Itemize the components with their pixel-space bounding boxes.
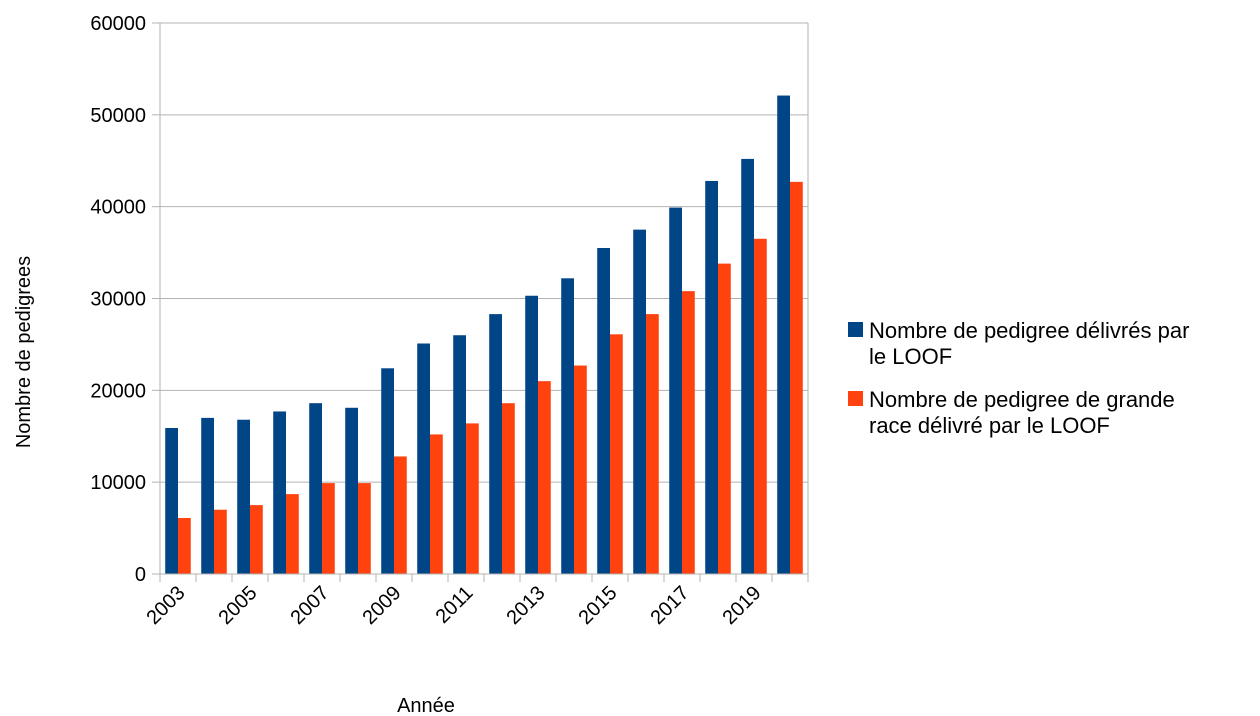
bar-series-1-2011: [453, 335, 466, 574]
legend-swatch-series-1: [848, 322, 863, 337]
axes: [159, 23, 809, 582]
y-axis-tick-labels: 0 10000 20000 30000 40000 50000 60000: [90, 13, 146, 586]
bar-series-1-2012: [489, 314, 502, 574]
y-axis-title: Nombre de pedigrees: [13, 256, 35, 448]
bar-series-1-2016: [633, 229, 646, 574]
y-tick-label-6: 60000: [90, 13, 146, 35]
bar-series-1-2019: [741, 158, 754, 574]
x-tick-label-2015: 2015: [575, 582, 622, 629]
x-tick-label-2011: 2011: [432, 582, 478, 628]
bar-series-2-2010: [430, 434, 443, 574]
y-tick-label-2: 20000: [90, 380, 146, 402]
bar-series-1-2020: [777, 95, 790, 574]
x-tick-label-2007: 2007: [287, 582, 334, 629]
bar-series-2-2016: [646, 314, 659, 574]
bar-series-1-2013: [525, 295, 538, 574]
bar-series-1-2003: [165, 427, 178, 574]
grid-lines: [152, 22, 808, 575]
bar-series-2-2017: [682, 291, 695, 574]
x-axis-tick-labels: 2003 2005 2007 2009 2011 2013 2015 2017 2019: [143, 582, 766, 629]
y-tick-label-4: 40000: [90, 197, 146, 219]
x-axis-title: Année: [397, 695, 455, 716]
bars: [165, 95, 803, 574]
bar-series-2-2006: [286, 494, 299, 574]
legend-label-series-1: Nombre de pedigree délivrés par le LOOF: [869, 318, 1189, 369]
bar-series-2-2013: [538, 381, 551, 574]
bar-series-2-2009: [394, 456, 407, 574]
x-tick-label-2019: 2019: [719, 582, 766, 629]
bar-series-2-2012: [502, 403, 515, 574]
legend-label-series-2: Nombre de pedigree de grande race délivré…: [869, 387, 1175, 438]
bar-series-1-2017: [669, 207, 682, 574]
bar-series-1-2007: [309, 403, 322, 574]
bar-series-2-2007: [322, 483, 335, 574]
bar-series-2-2014: [574, 365, 587, 574]
bar-series-2-2008: [358, 483, 371, 574]
legend: Nombre de pedigree délivrés par le LOOF No…: [848, 318, 1189, 438]
x-tick-label-2017: 2017: [647, 582, 694, 629]
bar-series-2-2011: [466, 423, 479, 574]
y-tick-label-3: 30000: [90, 289, 146, 311]
bar-series-1-2009: [381, 368, 394, 574]
bar-series-2-2004: [214, 509, 227, 574]
bar-series-1-2006: [273, 411, 286, 574]
y-tick-label-1: 10000: [90, 472, 146, 494]
bar-series-2-2018: [718, 263, 731, 574]
legend-swatch-series-2: [848, 391, 863, 406]
bar-series-2-2015: [610, 334, 623, 574]
y-tick-label-0: 0: [135, 564, 146, 586]
bar-series-1-2014: [561, 278, 574, 574]
bar-series-2-2005: [250, 505, 263, 574]
bar-series-1-2004: [201, 417, 214, 574]
x-tick-label-2009: 2009: [359, 582, 406, 629]
x-tick-label-2005: 2005: [215, 582, 262, 629]
bar-series-1-2010: [417, 343, 430, 574]
y-tick-label-5: 50000: [90, 105, 146, 127]
bar-series-1-2008: [345, 407, 358, 574]
bar-series-1-2005: [237, 419, 250, 574]
x-tick-label-2013: 2013: [503, 582, 550, 629]
bar-series-2-2020: [790, 181, 803, 574]
bar-series-1-2018: [705, 180, 718, 574]
bar-series-2-2003: [178, 517, 191, 574]
x-tick-label-2003: 2003: [143, 582, 190, 629]
bar-series-2-2019: [754, 238, 767, 574]
bar-series-1-2015: [597, 247, 610, 574]
